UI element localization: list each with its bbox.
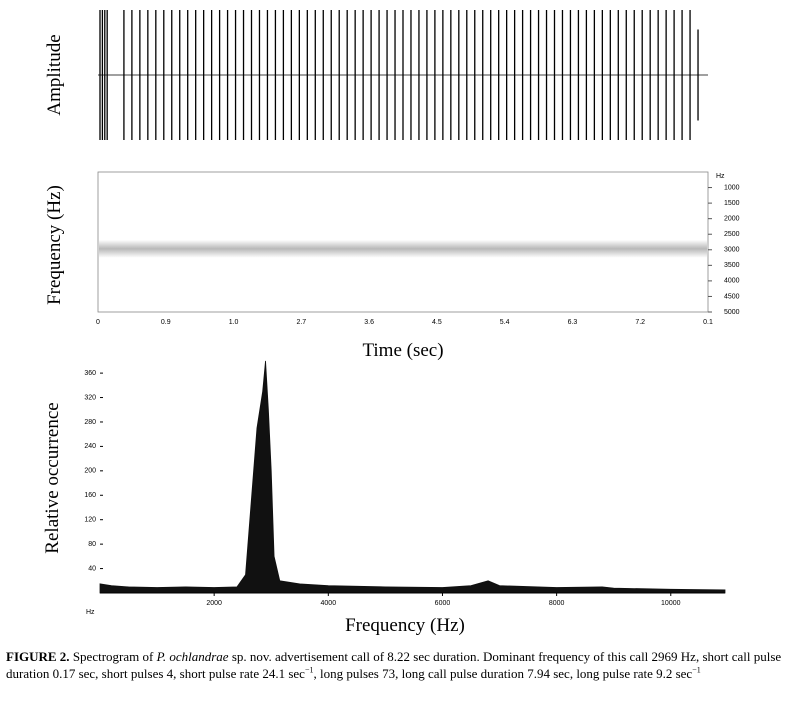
y-axis-label: Amplitude (44, 34, 65, 115)
x-tick-label: 4.5 (432, 319, 442, 326)
y-tick-label: 2000 (724, 216, 740, 223)
x-tick-label: 6000 (435, 600, 451, 607)
x-tick-label: 4000 (321, 600, 337, 607)
x-unit: Hz (86, 609, 95, 616)
y-tick-label: 2500 (724, 231, 740, 238)
x-axis-label: Time (sec) (362, 340, 443, 361)
y-tick-label: 40 (88, 565, 96, 572)
x-tick-label: 8000 (549, 600, 565, 607)
y-tick-label: 240 (84, 443, 96, 450)
x-tick-label: 2.7 (296, 319, 306, 326)
y-unit: Hz (716, 173, 725, 180)
y-tick-label: 4500 (724, 293, 740, 300)
caption-label: FIGURE 2. (6, 649, 70, 664)
y-tick-label: 160 (84, 492, 96, 499)
x-tick-label: 5.4 (500, 319, 510, 326)
x-tick-label: 1.0 (229, 319, 239, 326)
y-tick-label: 1500 (724, 200, 740, 207)
x-tick-label: 2000 (206, 600, 222, 607)
y-tick-label: 1000 (724, 184, 740, 191)
caption-text: , long pulses 73, long call pulse durati… (313, 666, 693, 681)
caption-species: P. ochlandrae (156, 649, 229, 664)
x-tick-label: 0.9 (161, 319, 171, 326)
dominant-band (99, 239, 707, 258)
x-tick-label: 6.3 (568, 319, 578, 326)
spectrum-area (99, 360, 726, 594)
y-axis-label: Frequency (Hz) (44, 185, 65, 305)
x-tick-label: 7.2 (635, 319, 645, 326)
y-axis-label: Relative occurrence (42, 402, 63, 553)
y-tick-label: 320 (84, 394, 96, 401)
y-tick-label: 120 (84, 517, 96, 524)
y-tick-label: 280 (84, 419, 96, 426)
y-tick-label: 200 (84, 468, 96, 475)
caption-sup: −1 (692, 665, 701, 675)
caption-sup: −1 (304, 665, 314, 675)
caption-text: sp. nov. advertisement call of 8.22 sec … (6, 649, 782, 681)
x-tick-label: 0 (96, 319, 100, 326)
y-tick-label: 3000 (724, 247, 740, 254)
x-axis-label: Frequency (Hz) (345, 615, 465, 636)
x-tick-label: 10000 (661, 600, 681, 607)
caption: FIGURE 2. Spectrogram of P. ochlandrae s… (6, 648, 796, 682)
y-tick-label: 360 (84, 370, 96, 377)
x-tick-label: 0.1 (703, 319, 713, 326)
y-tick-label: 5000 (724, 309, 740, 316)
caption-text: Spectrogram of (69, 649, 157, 664)
y-tick-label: 3500 (724, 262, 740, 269)
y-tick-label: 4000 (724, 278, 740, 285)
y-tick-label: 80 (88, 541, 96, 548)
x-tick-label: 3.6 (364, 319, 374, 326)
